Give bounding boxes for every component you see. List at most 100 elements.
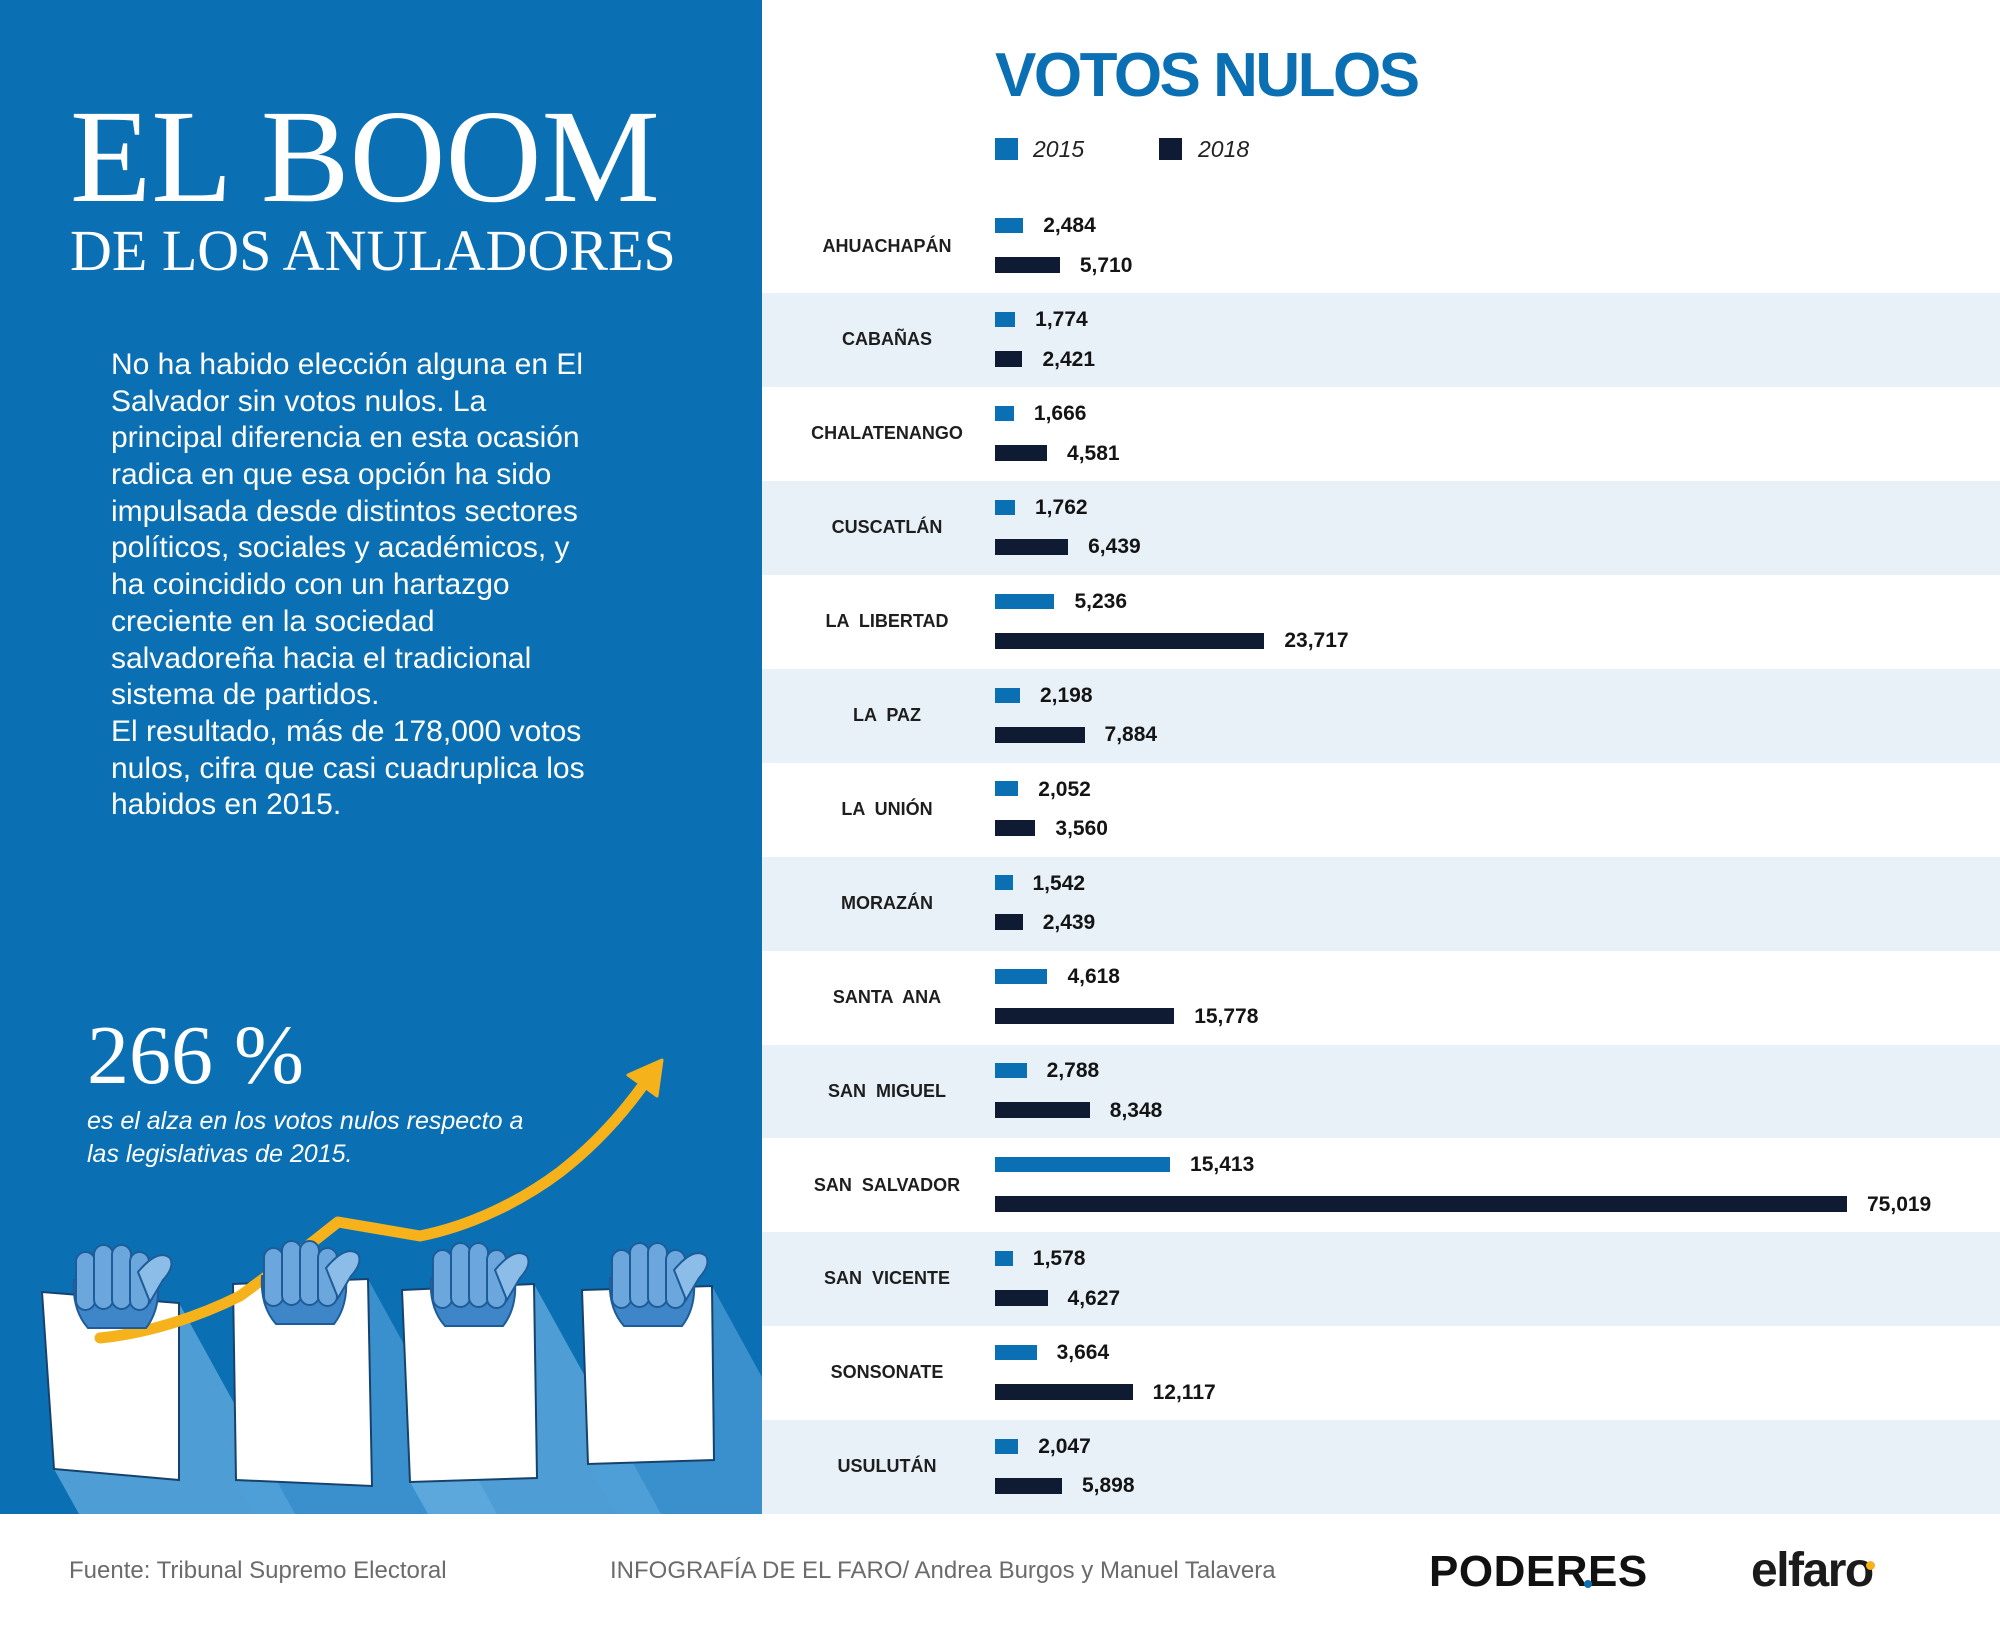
bar-2018	[995, 1477, 1062, 1494]
illustration	[40, 1058, 762, 1514]
value-label-2018: 12,117	[1152, 1380, 1216, 1404]
bar-2015	[995, 781, 1019, 797]
legend-swatch-2018	[1159, 138, 1182, 160]
stat-caption: es el alza en los votos nulos respecto a…	[87, 1105, 523, 1171]
value-label-2018: 2,421	[1042, 347, 1096, 371]
chart-row: CABAÑAS 1,774 2,421	[762, 293, 2000, 388]
intro-line: ha coincidido con un hartazgo	[111, 568, 510, 602]
intro-line: El resultado, más de 178,000 votos	[111, 714, 582, 748]
value-label-2015: 2,484	[1043, 214, 1096, 238]
intro-line: sistema de partidos.	[111, 678, 380, 712]
chart-row: CUSCATLÁN 1,762 6,439	[762, 481, 2000, 576]
chart-row: SANTA ANA 4,618 15,778	[762, 950, 2000, 1045]
value-label-2015: 4,618	[1067, 965, 1120, 989]
value-label-2015: 1,762	[1035, 495, 1088, 519]
value-label-2015: 1,666	[1033, 402, 1087, 426]
value-label-2015: 1,542	[1032, 871, 1086, 895]
value-label-2018: 5,898	[1081, 1474, 1135, 1498]
bar-2015	[995, 593, 1055, 609]
intro-line: políticos, sociales y académicos, y	[111, 531, 570, 565]
category-label: CABAÑAS	[842, 329, 932, 350]
footer-credit: INFOGRAFÍA DE EL FARO/ Andrea Burgos y M…	[610, 1557, 1276, 1584]
value-label-2015: 2,047	[1038, 1434, 1091, 1458]
bar-2015	[995, 218, 1024, 233]
intro-line: nulos, cifra que casi cuadruplica los	[111, 751, 585, 785]
bar-2018	[995, 1196, 1847, 1212]
value-label-2018: 5,710	[1079, 253, 1133, 277]
category-label: MORAZÁN	[841, 892, 933, 913]
intro-line: radica en que esa opción ha sido	[111, 458, 552, 492]
poderes-logo-dot	[1584, 1580, 1592, 1588]
chart-row: SONSONATE 3,664 12,117	[762, 1326, 2000, 1421]
category-label: SAN VICENTE	[823, 1268, 951, 1289]
value-label-2015: 3,664	[1056, 1341, 1110, 1365]
category-label: AHUACHAPÁN	[822, 235, 952, 256]
poderes-logo: PODERES	[1429, 1547, 1648, 1596]
intro-line: habidos en 2015.	[111, 788, 342, 822]
value-label-2018: 3,560	[1055, 817, 1108, 841]
stat-value: 266 %	[87, 1009, 304, 1102]
hero-title: EL BOOM	[70, 82, 660, 230]
bar-2015	[995, 1438, 1019, 1454]
bar-2018	[995, 538, 1069, 555]
category-label: CUSCATLÁN	[831, 517, 943, 538]
value-label-2018: 75,019	[1867, 1192, 1932, 1216]
chart-row: LA PAZ 2,198 7,884	[762, 669, 2000, 763]
bar-2018	[995, 632, 1265, 649]
bar-2018	[995, 350, 1023, 367]
bar-2015	[995, 311, 1016, 327]
category-label: LA LIBERTAD	[825, 611, 949, 632]
category-label: LA PAZ	[853, 705, 921, 725]
value-label-2015: 2,198	[1039, 683, 1093, 707]
chart-row: AHUACHAPÁN 2,484 5,710	[762, 199, 2000, 294]
bar-2015	[995, 1157, 1171, 1172]
bar-2015	[995, 687, 1020, 703]
value-label-2018: 6,439	[1088, 535, 1141, 559]
chart-title: VOTOS NULOS	[995, 41, 1420, 110]
intro-line: impulsada desde distintos sectores	[111, 494, 578, 528]
bar-2018	[995, 1008, 1175, 1025]
legend-label-2018: 2018	[1198, 136, 1250, 162]
bar-2018	[995, 444, 1048, 461]
bar-2015	[995, 405, 1014, 421]
growth-arrow-icon	[94, 1058, 664, 1344]
bar-2018	[995, 257, 1060, 273]
bar-2015	[995, 499, 1015, 515]
stat-caption-line: las legislativas de 2015.	[87, 1140, 353, 1168]
category-label: LA UNIÓN	[841, 798, 933, 819]
bar-2018	[995, 820, 1036, 837]
intro-paragraph: No ha habido elección alguna en El Salva…	[111, 347, 585, 824]
value-label-2018: 8,348	[1109, 1098, 1163, 1122]
value-label-2018: 4,581	[1067, 441, 1120, 465]
category-label: CHALATENANGO	[811, 423, 963, 444]
chart-row: SAN MIGUEL 2,788 8,348	[762, 1044, 2000, 1139]
chart-row: LA LIBERTAD 5,236 23,717	[762, 575, 2000, 669]
category-label: SANTA ANA	[832, 986, 942, 1007]
chart-row: LA UNIÓN 2,052 3,560	[762, 762, 2000, 857]
bar-2018	[995, 1383, 1133, 1400]
legend-swatch-2015	[995, 138, 1018, 160]
left-panel: EL BOOM DE LOS ANULADORES No ha habido e…	[0, 0, 762, 1514]
value-label-2018: 15,778	[1194, 1004, 1259, 1028]
chart-row: SAN SALVADOR 15,413 75,019	[762, 1138, 2000, 1233]
category-label: USULUTÁN	[837, 1456, 937, 1477]
bar-2015	[995, 1063, 1027, 1079]
category-label: SAN SALVADOR	[813, 1174, 961, 1195]
value-label-2015: 5,236	[1074, 589, 1128, 613]
value-label-2018: 7,884	[1104, 723, 1158, 747]
elfaro-logo-accent	[1866, 1561, 1875, 1570]
value-label-2015: 1,578	[1032, 1247, 1086, 1271]
bar-2015	[995, 875, 1013, 891]
bar-2018	[995, 726, 1085, 743]
chart-row: SAN VICENTE 1,578 4,627	[762, 1232, 2000, 1327]
value-label-2015: 1,774	[1035, 308, 1088, 332]
footer-source: Fuente: Tribunal Supremo Electoral	[69, 1557, 447, 1584]
bar-2018	[995, 914, 1023, 931]
intro-line: No ha habido elección alguna en El	[111, 348, 584, 381]
chart-rows: AHUACHAPÁN 2,484 5,710 CABAÑAS 1,774 2,421 CHA…	[762, 199, 2000, 1515]
bar-2015	[995, 1344, 1037, 1360]
value-label-2015: 2,788	[1046, 1059, 1100, 1083]
stat-caption-line: es el alza en los votos nulos respecto a	[87, 1107, 524, 1135]
bar-2015	[995, 1250, 1013, 1266]
value-label-2018: 4,627	[1067, 1286, 1121, 1310]
